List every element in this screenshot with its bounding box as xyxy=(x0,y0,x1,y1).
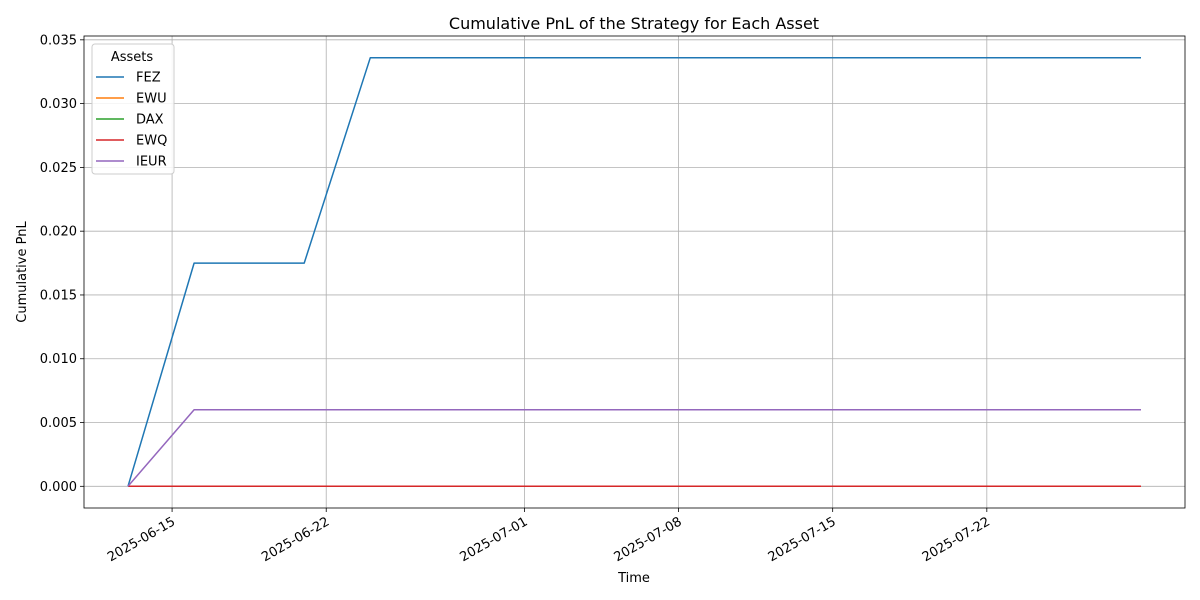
series-line-ieur xyxy=(127,409,1141,487)
series-line-fez xyxy=(127,56,1141,487)
y-tick-label: 0.010 xyxy=(40,352,77,367)
legend-label: EWQ xyxy=(136,134,167,149)
legend-label: EWU xyxy=(136,92,167,107)
x-axis-label: Time xyxy=(617,571,650,586)
x-tick-label: 2025-07-08 xyxy=(612,514,685,565)
y-axis-label: Cumulative PnL xyxy=(15,221,30,323)
y-tick-label: 0.025 xyxy=(40,161,77,176)
x-tick-label: 2025-06-15 xyxy=(105,514,178,565)
series-group xyxy=(127,56,1141,488)
x-tick-label: 2025-07-01 xyxy=(457,514,530,565)
y-axis: 0.000 0.005 0.010 0.015 0.020 0.025 0.030 0.035 xyxy=(40,33,84,495)
y-tick-label: 0.005 xyxy=(40,416,77,431)
y-tick-label: 0.035 xyxy=(40,33,77,48)
plot-frame xyxy=(83,35,1186,509)
x-axis: 2025-06-15 2025-06-22 2025-07-01 2025-07-08… xyxy=(105,508,993,565)
x-tick-label: 2025-07-15 xyxy=(766,514,839,565)
grid xyxy=(84,36,1185,508)
legend-label: DAX xyxy=(136,113,164,128)
legend-label: FEZ xyxy=(136,71,161,86)
y-tick-label: 0.020 xyxy=(40,225,77,240)
legend-label: IEUR xyxy=(136,155,167,170)
x-tick-label: 2025-06-22 xyxy=(259,514,332,565)
y-tick-label: 0.030 xyxy=(40,97,77,112)
legend: Assets FEZ EWU DAX EWQ IEUR xyxy=(91,43,175,175)
y-tick-label: 0.015 xyxy=(40,288,77,303)
legend-title: Assets xyxy=(111,50,154,65)
x-tick-label: 2025-07-22 xyxy=(920,514,993,565)
chart-title: Cumulative PnL of the Strategy for Each … xyxy=(449,14,819,33)
y-tick-label: 0.000 xyxy=(40,480,77,495)
